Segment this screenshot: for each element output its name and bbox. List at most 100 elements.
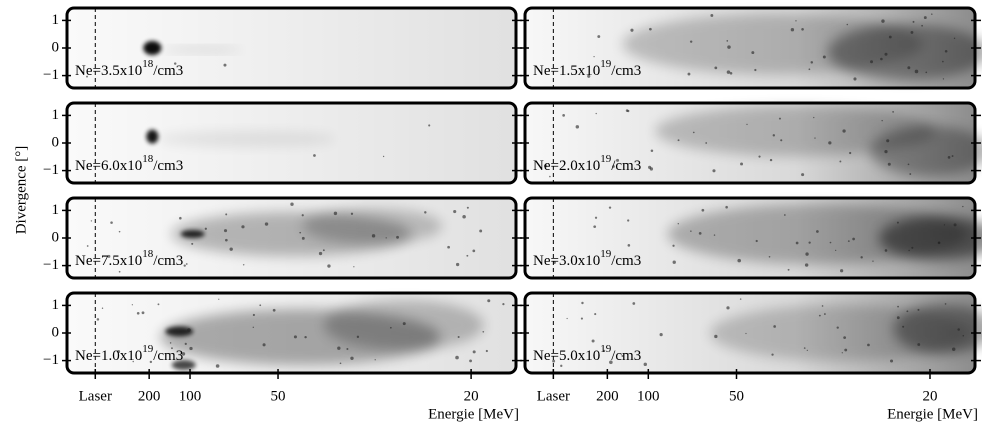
density-prefix: Ne=7.5x10 [75, 253, 142, 269]
speck [313, 154, 316, 157]
speck [594, 313, 597, 316]
speck [937, 241, 941, 245]
speck [187, 328, 191, 332]
speck [931, 13, 933, 15]
speck [632, 302, 636, 305]
speck [692, 131, 695, 134]
image-feature [171, 360, 196, 370]
speck [870, 60, 874, 64]
speck [754, 68, 757, 72]
speck [727, 45, 731, 49]
y-tick-label: −1 [43, 352, 59, 368]
speck [353, 266, 355, 268]
speck [755, 239, 758, 243]
speck [772, 134, 776, 137]
speck [867, 343, 870, 347]
density-unit: /cm3 [611, 158, 641, 174]
speck [466, 254, 469, 257]
image-feature [156, 131, 337, 147]
speck [909, 173, 912, 175]
speck [687, 72, 691, 76]
speck [627, 244, 631, 247]
speck [768, 255, 771, 258]
speck [322, 249, 325, 252]
speck [333, 211, 338, 216]
speck [884, 249, 888, 252]
speck [487, 299, 491, 303]
speck [591, 339, 595, 343]
speck [836, 326, 839, 329]
speck [141, 311, 145, 315]
speck [840, 269, 844, 273]
speck [843, 336, 847, 339]
speck [962, 335, 965, 337]
speck [293, 335, 297, 339]
speck [149, 360, 153, 364]
speck [609, 360, 613, 365]
speck [625, 109, 629, 112]
speck [374, 359, 376, 361]
speck [649, 27, 652, 31]
speck [828, 141, 832, 145]
x-axis-label: Energie [MeV] [428, 406, 519, 422]
x-tick-label: 100 [179, 388, 202, 404]
speck [581, 301, 584, 305]
speck [690, 230, 692, 232]
speck [453, 209, 457, 214]
density-prefix: Ne=3.0x10 [533, 253, 600, 269]
speck [181, 352, 186, 356]
density-unit: /cm3 [153, 348, 183, 364]
speck [801, 173, 805, 177]
speck [272, 308, 276, 312]
speck [787, 268, 790, 271]
speck [290, 202, 294, 206]
x-axis-label: Energie [MeV] [887, 406, 978, 422]
y-tick-label: −1 [43, 257, 59, 273]
speck [714, 334, 718, 339]
speck [923, 16, 927, 20]
speck [712, 169, 716, 173]
speck [953, 37, 956, 40]
speck [390, 326, 392, 329]
speck [677, 223, 679, 225]
density-exponent: 18 [142, 153, 154, 165]
speck [215, 364, 220, 368]
speck [580, 317, 584, 320]
speck [829, 241, 832, 244]
speck [846, 23, 849, 26]
speck [739, 298, 742, 300]
speck [897, 305, 899, 308]
speck [118, 270, 121, 273]
speck [382, 155, 385, 158]
image-feature [143, 41, 162, 55]
speck [593, 55, 595, 58]
speck [597, 35, 601, 38]
speck [350, 356, 354, 361]
density-prefix: Ne=1.5x10 [533, 63, 600, 79]
speck [469, 359, 472, 363]
x-tick-label: 100 [637, 388, 660, 404]
speck [822, 55, 826, 59]
speck [242, 264, 245, 266]
speck [466, 206, 469, 209]
speck [455, 355, 459, 360]
speck [769, 158, 773, 162]
speck [740, 162, 744, 166]
speck [402, 322, 406, 326]
speck [566, 317, 568, 320]
speck [552, 359, 556, 363]
speck [612, 165, 615, 168]
panel-image [67, 8, 516, 88]
speck [482, 330, 485, 333]
density-unit: /cm3 [611, 348, 641, 364]
speck [587, 74, 591, 78]
y-tick-label: 0 [52, 39, 60, 55]
y-tick-label: 1 [52, 297, 60, 313]
speck [677, 139, 680, 142]
speck [608, 206, 612, 209]
speck [350, 212, 354, 215]
density-label: Ne=3.0x1019/cm3 [533, 248, 641, 269]
speck [860, 256, 863, 259]
speck [951, 347, 956, 352]
